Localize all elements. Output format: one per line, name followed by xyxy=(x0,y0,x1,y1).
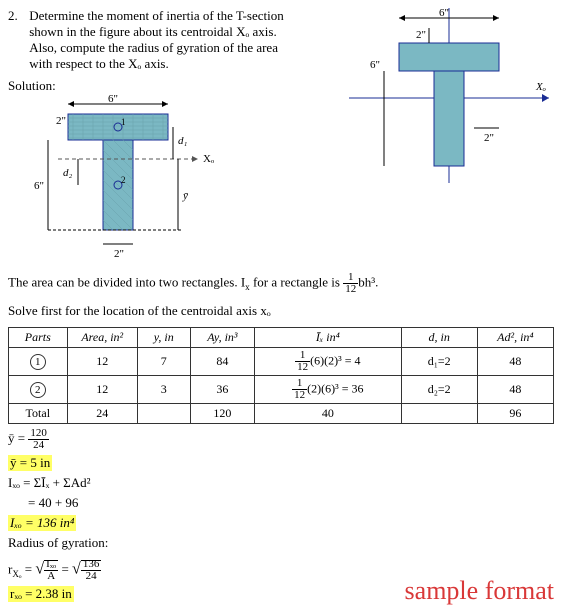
axis-label-left: Xₒ xyxy=(203,153,214,165)
explain-post: bh³. xyxy=(358,274,378,289)
th-area: Area, in² xyxy=(67,328,137,348)
d1-label: d₁ xyxy=(178,135,188,147)
axis-label-right: Xₒ xyxy=(535,81,546,93)
ix-cell-1: 112(6)(2)³ = 4 xyxy=(255,348,402,376)
cell xyxy=(401,404,477,424)
th-y: y, in xyxy=(137,328,190,348)
th-ad2: Ad², in⁴ xyxy=(477,328,553,348)
radius-label: Radius of gyration: xyxy=(8,535,554,551)
table-header-row: Parts Area, in² y, in Ay, in³ Īₓ in⁴ d, … xyxy=(9,328,554,348)
centroid-1-label: 1 xyxy=(121,117,126,127)
part-cell: 1 xyxy=(9,348,68,376)
centroid-2-label: 2 xyxy=(121,175,126,185)
top-height-right: 2" xyxy=(416,29,426,41)
radius-result: rₓₒ = 2.38 in xyxy=(8,586,74,602)
cell: d₁=2 xyxy=(401,348,477,376)
explain-line: The area can be divided into two rectang… xyxy=(8,272,554,295)
left-column: 2. Determine the moment of inertia of th… xyxy=(8,8,308,264)
table-row: 2 12 3 36 112(2)(6)³ = 36 d₂=2 48 xyxy=(9,376,554,404)
left-dim: 6" xyxy=(34,180,44,192)
solution-figure: 1 2 Xₒ d₁ d₂ ȳ 6" 2" 6" 2" xyxy=(8,94,248,264)
top-dim-left: 6" xyxy=(108,94,118,105)
th-ix: Īₓ in⁴ xyxy=(255,328,402,348)
problem-line-2: shown in the figure about its centroidal… xyxy=(29,24,276,39)
frac-d: 12 xyxy=(343,284,358,295)
bottom-row: rXₒ = √IₓₒA = √13624 rₓₒ = 2.38 in sampl… xyxy=(8,555,554,606)
ybar-result: ȳ = 5 in xyxy=(8,455,52,471)
cell: 40 xyxy=(255,404,402,424)
problem-body: Determine the moment of inertia of the T… xyxy=(29,8,299,72)
cell: 84 xyxy=(190,348,254,376)
problem-line-1: Determine the moment of inertia of the T… xyxy=(29,8,284,23)
explain-mid: for a rectangle is xyxy=(250,274,343,289)
part-num: 2 xyxy=(30,382,46,398)
problem-number: 2. xyxy=(8,8,26,24)
solution-label: Solution: xyxy=(8,78,308,94)
computation-table: Parts Area, in² y, in Ay, in³ Īₓ in⁴ d, … xyxy=(8,327,554,424)
cell: 12 xyxy=(67,376,137,404)
explain-pre: The area can be divided into two rectang… xyxy=(8,274,245,289)
eq-ixo-sum: Iₓₒ = ΣĪₓ + ΣAd² xyxy=(8,475,554,491)
problem-statement: 2. Determine the moment of inertia of th… xyxy=(8,8,308,72)
bottom-dim-left: 2" xyxy=(114,248,124,260)
ixo-result: Iₓₒ = 136 in⁴ xyxy=(8,515,76,531)
solve-line: Solve first for the location of the cent… xyxy=(8,303,554,319)
radius-equations: rXₒ = √IₓₒA = √13624 rₓₒ = 2.38 in xyxy=(8,555,101,606)
cell: 120 xyxy=(190,404,254,424)
top-dim-right: 6" xyxy=(439,8,449,19)
top-left-dim: 2" xyxy=(56,115,66,127)
table-total-row: Total 24 120 40 96 xyxy=(9,404,554,424)
stem-height-right: 6" xyxy=(370,59,380,71)
cell: 36 xyxy=(190,376,254,404)
ix-cell-2: 112(2)(6)³ = 36 xyxy=(255,376,402,404)
part-num: 1 xyxy=(30,354,46,370)
cell: 12 xyxy=(67,348,137,376)
cell: 24 xyxy=(67,404,137,424)
th-ay: Ay, in³ xyxy=(190,328,254,348)
problem-line-4: with respect to the Xₒ axis. xyxy=(29,56,169,71)
cell: 96 xyxy=(477,404,553,424)
eq-ybar-result: ȳ = 5 in xyxy=(8,455,554,471)
cell xyxy=(137,404,190,424)
ybar-label: ȳ xyxy=(182,190,189,202)
cell: 7 xyxy=(137,348,190,376)
cell: 48 xyxy=(477,348,553,376)
eq-radius-calc: rXₒ = √IₓₒA = √13624 xyxy=(8,559,101,582)
cell: d₂=2 xyxy=(401,376,477,404)
d2-label: d₂ xyxy=(63,167,73,179)
sample-format-label: sample format xyxy=(405,576,554,606)
eq-ixo-result: Iₓₒ = 136 in⁴ xyxy=(8,515,554,531)
eq-ybar-frac: ȳ = 12024 xyxy=(8,428,554,451)
top-row: 2. Determine the moment of inertia of th… xyxy=(8,8,554,264)
cell: 3 xyxy=(137,376,190,404)
th-parts: Parts xyxy=(9,328,68,348)
stem-width-right: 2" xyxy=(484,132,494,144)
total-label: Total xyxy=(9,404,68,424)
eq-radius-result: rₓₒ = 2.38 in xyxy=(8,586,101,602)
given-figure: Xₒ 6" 2" 6" 2" xyxy=(344,8,554,198)
eq-ixo-vals: = 40 + 96 xyxy=(8,495,554,511)
cell: 48 xyxy=(477,376,553,404)
table-row: 1 12 7 84 112(6)(2)³ = 4 d₁=2 48 xyxy=(9,348,554,376)
part-cell: 2 xyxy=(9,376,68,404)
th-d: d, in xyxy=(401,328,477,348)
problem-line-3: Also, compute the radius of gyration of … xyxy=(29,40,278,55)
